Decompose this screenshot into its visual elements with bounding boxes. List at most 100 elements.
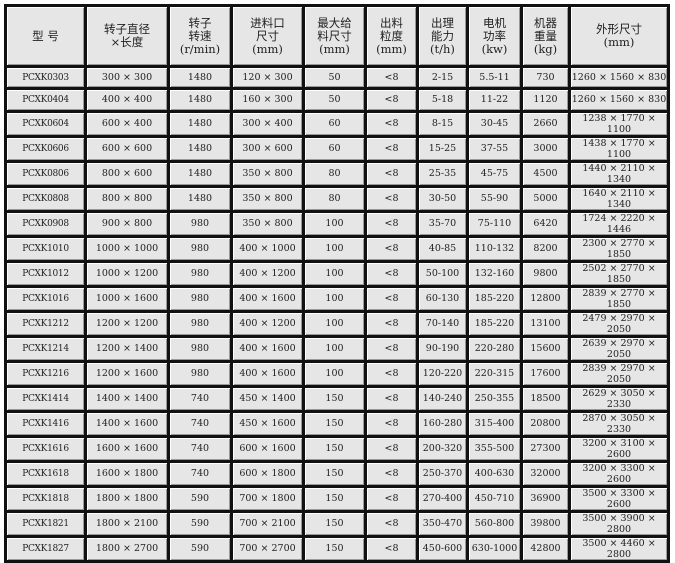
cell-model: PCXK0806 — [7, 162, 84, 185]
cell-output-granularity: <8 — [367, 112, 416, 135]
cell-capacity: 35-70 — [419, 212, 466, 235]
cell-motor-power: 355-500 — [469, 437, 520, 460]
cell-weight: 9800 — [523, 262, 568, 285]
cell-weight: 730 — [523, 68, 568, 88]
cell-rotor-size: 1800 × 2700 — [87, 537, 167, 560]
header-text: 重量 — [534, 28, 557, 43]
table-row: PCXK0806 800 × 600 1480 350 × 800 80 <8 25-35 4… — [7, 162, 667, 185]
cell-rotor-speed: 980 — [170, 362, 230, 385]
cell-motor-power: 55-90 — [469, 187, 520, 210]
cell-rotor-size: 1400 × 1600 — [87, 412, 167, 435]
cell-rotor-size: 1200 × 1200 — [87, 312, 167, 335]
table-row: PCXK1414 1400 × 1400 740 450 × 1400 150 <8 140… — [7, 387, 667, 410]
cell-output-granularity: <8 — [367, 362, 416, 385]
cell-output-granularity: <8 — [367, 312, 416, 335]
header-rotor-size: 转子直径 ×长度 — [87, 7, 167, 65]
cell-capacity: 15-25 — [419, 137, 466, 160]
cell-weight: 4500 — [523, 162, 568, 185]
cell-rotor-speed: 980 — [170, 312, 230, 335]
cell-model: PCXK1818 — [7, 487, 84, 510]
cell-weight: 6420 — [523, 212, 568, 235]
cell-motor-power: 220-315 — [469, 362, 520, 385]
header-capacity: 出理 能力 (t/h) — [419, 7, 466, 65]
header-text: 转子 — [188, 15, 212, 30]
header-weight: 机器 重量 (kg) — [523, 7, 568, 65]
cell-capacity: 50-100 — [419, 262, 466, 285]
header-text: (t/h) — [430, 41, 455, 56]
cell-feed-opening: 400 × 1600 — [233, 287, 302, 310]
cell-feed-opening: 600 × 1800 — [233, 462, 302, 485]
cell-weight: 1120 — [523, 90, 568, 110]
table-row: PCXK0404 400 × 400 1480 160 × 300 50 <8 5-18 11… — [7, 90, 667, 110]
cell-rotor-speed: 980 — [170, 237, 230, 260]
cell-rotor-speed: 980 — [170, 212, 230, 235]
header-text: 最大给 — [317, 15, 352, 30]
header-text: (mm) — [319, 41, 350, 56]
cell-output-granularity: <8 — [367, 187, 416, 210]
cell-motor-power: 185-220 — [469, 312, 520, 335]
cell-max-feed-size: 150 — [305, 537, 364, 560]
cell-output-granularity: <8 — [367, 287, 416, 310]
cell-max-feed-size: 150 — [305, 387, 364, 410]
cell-model: PCXK0606 — [7, 137, 84, 160]
header-text: 转速 — [188, 28, 212, 43]
cell-rotor-speed: 1480 — [170, 137, 230, 160]
cell-model: PCXK1012 — [7, 262, 84, 285]
header-model: 型 号 — [7, 7, 84, 65]
header-text: 外形尺寸 — [596, 22, 642, 36]
cell-output-granularity: <8 — [367, 90, 416, 110]
header-rotor-speed: 转子 转速 (r/min) — [170, 7, 230, 65]
cell-output-granularity: <8 — [367, 212, 416, 235]
cell-output-granularity: <8 — [367, 337, 416, 360]
cell-output-granularity: <8 — [367, 237, 416, 260]
cell-model: PCXK1414 — [7, 387, 84, 410]
cell-max-feed-size: 100 — [305, 212, 364, 235]
cell-rotor-size: 800 × 800 — [87, 187, 167, 210]
cell-capacity: 200-320 — [419, 437, 466, 460]
cell-feed-opening: 450 × 1600 — [233, 412, 302, 435]
table-row: PCXK1827 1800 × 2700 590 700 × 2700 150 <8 450… — [7, 537, 667, 560]
cell-rotor-size: 1000 × 1200 — [87, 262, 167, 285]
cell-model: PCXK1010 — [7, 237, 84, 260]
cell-rotor-speed: 1480 — [170, 112, 230, 135]
cell-rotor-speed: 980 — [170, 337, 230, 360]
cell-weight: 39800 — [523, 512, 568, 535]
cell-max-feed-size: 100 — [305, 287, 364, 310]
cell-feed-opening: 350 × 800 — [233, 212, 302, 235]
cell-weight: 17600 — [523, 362, 568, 385]
cell-motor-power: 11-22 — [469, 90, 520, 110]
cell-motor-power: 45-75 — [469, 162, 520, 185]
cell-capacity: 450-600 — [419, 537, 466, 560]
cell-max-feed-size: 150 — [305, 512, 364, 535]
cell-rotor-size: 1600 × 1800 — [87, 462, 167, 485]
table-row: PCXK1012 1000 × 1200 980 400 × 1200 100 <8 50-… — [7, 262, 667, 285]
header-text: 转子直径 — [104, 22, 150, 36]
cell-feed-opening: 450 × 1400 — [233, 387, 302, 410]
cell-motor-power: 5.5-11 — [469, 68, 520, 88]
cell-dimensions: 2502 × 2770 × 1850 — [571, 262, 667, 285]
cell-output-granularity: <8 — [367, 262, 416, 285]
header-text: 粒度 — [380, 28, 403, 43]
cell-dimensions: 2839 × 2770 × 1850 — [571, 287, 667, 310]
specifications-table: 型 号转子直径 ×长度 转子 转速 (r/min) 进料口 尺寸 (mm) 最大给 料尺寸 (mm)… — [4, 4, 670, 563]
cell-capacity: 40-85 — [419, 237, 466, 260]
cell-feed-opening: 350 × 800 — [233, 187, 302, 210]
cell-motor-power: 37-55 — [469, 137, 520, 160]
cell-max-feed-size: 100 — [305, 237, 364, 260]
cell-dimensions: 2479 × 2970 × 2050 — [571, 312, 667, 335]
cell-rotor-size: 1200 × 1600 — [87, 362, 167, 385]
cell-rotor-size: 800 × 600 — [87, 162, 167, 185]
cell-output-granularity: <8 — [367, 162, 416, 185]
cell-rotor-speed: 980 — [170, 287, 230, 310]
cell-rotor-size: 1600 × 1600 — [87, 437, 167, 460]
header-text: (kw) — [481, 41, 508, 56]
cell-rotor-speed: 740 — [170, 462, 230, 485]
cell-feed-opening: 600 × 1600 — [233, 437, 302, 460]
cell-model: PCXK0908 — [7, 212, 84, 235]
cell-motor-power: 30-45 — [469, 112, 520, 135]
cell-rotor-speed: 1480 — [170, 68, 230, 88]
header-max-feed-size: 最大给 料尺寸 (mm) — [305, 7, 364, 65]
table-row: PCXK1618 1600 × 1800 740 600 × 1800 150 <8 250… — [7, 462, 667, 485]
cell-weight: 18500 — [523, 387, 568, 410]
table-row: PCXK1416 1400 × 1600 740 450 × 1600 150 <8 160… — [7, 412, 667, 435]
